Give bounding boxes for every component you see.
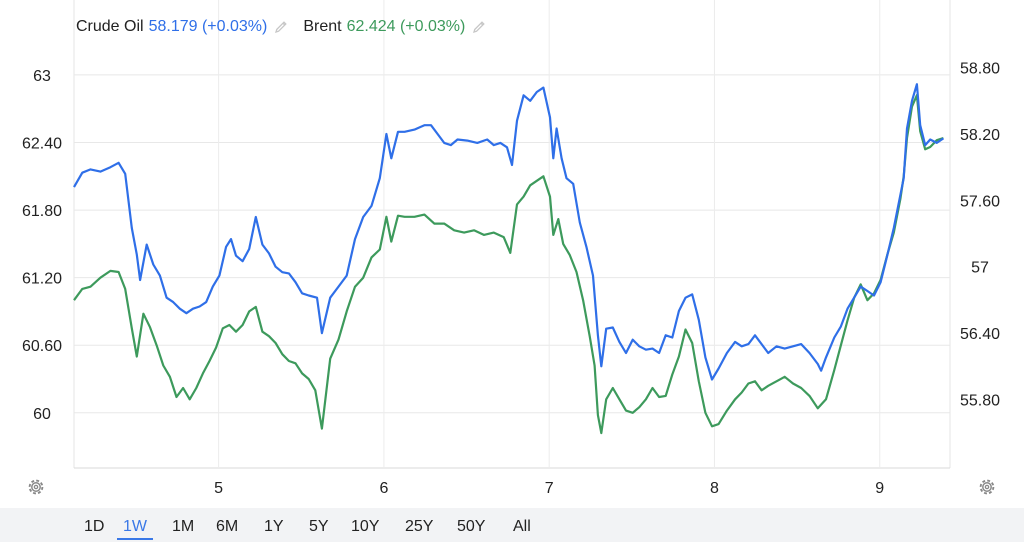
x-tick-label: 6 xyxy=(379,480,388,497)
pencil-icon[interactable] xyxy=(273,19,289,35)
x-tick-label: 9 xyxy=(875,480,884,497)
left-tick-label: 63 xyxy=(33,68,51,85)
pencil-icon[interactable] xyxy=(471,19,487,35)
brent-line xyxy=(73,94,944,435)
range-button-1y[interactable]: 1Y xyxy=(258,514,290,540)
left-tick-label: 61.80 xyxy=(22,203,62,220)
range-selector: 1D 1W 1M 6M 1Y 5Y 10Y 25Y 50Y All xyxy=(0,508,1024,542)
right-axis: 55.80 56.40 57 57.60 58.20 58.80 xyxy=(960,61,1000,410)
legend: Crude Oil 58.179 (+0.03%) Brent 62.424 (… xyxy=(76,18,501,36)
left-tick-label: 61.20 xyxy=(22,271,62,288)
x-tick-label: 8 xyxy=(710,480,719,497)
legend-name-brent: Brent xyxy=(303,18,342,35)
x-tick-label: 5 xyxy=(214,480,223,497)
right-tick-label: 58.80 xyxy=(960,61,1000,78)
range-button-5y[interactable]: 5Y xyxy=(303,514,335,540)
range-button-1m[interactable]: 1M xyxy=(166,514,200,540)
crude-oil-line xyxy=(73,83,945,381)
plot-area xyxy=(73,83,945,435)
range-button-1d[interactable]: 1D xyxy=(78,514,110,540)
range-button-1w[interactable]: 1W xyxy=(117,514,153,540)
range-button-50y[interactable]: 50Y xyxy=(451,514,491,540)
left-tick-label: 62.40 xyxy=(22,135,62,152)
left-tick-label: 60.60 xyxy=(22,338,62,355)
range-button-6m[interactable]: 6M xyxy=(210,514,244,540)
legend-value-crude: 58.179 (+0.03%) xyxy=(148,18,268,35)
left-axis: 60 60.60 61.20 61.80 62.40 63 xyxy=(22,68,62,423)
range-button-10y[interactable]: 10Y xyxy=(345,514,385,540)
x-tick-label: 7 xyxy=(545,480,554,497)
range-button-25y[interactable]: 25Y xyxy=(399,514,439,540)
range-button-all[interactable]: All xyxy=(507,514,537,540)
left-tick-label: 60 xyxy=(33,406,51,423)
legend-name-crude: Crude Oil xyxy=(76,18,144,35)
legend-value-brent: 62.424 (+0.03%) xyxy=(346,18,466,35)
x-axis: 5 6 7 8 9 xyxy=(214,480,884,497)
gear-icon[interactable] xyxy=(25,476,47,498)
right-tick-label: 56.40 xyxy=(960,326,1000,343)
right-tick-label: 58.20 xyxy=(960,127,1000,144)
right-tick-label: 55.80 xyxy=(960,392,1000,409)
right-tick-label: 57.60 xyxy=(960,193,1000,210)
grid-lines xyxy=(73,0,951,469)
right-tick-label: 57 xyxy=(971,260,989,277)
gear-icon[interactable] xyxy=(976,476,998,498)
